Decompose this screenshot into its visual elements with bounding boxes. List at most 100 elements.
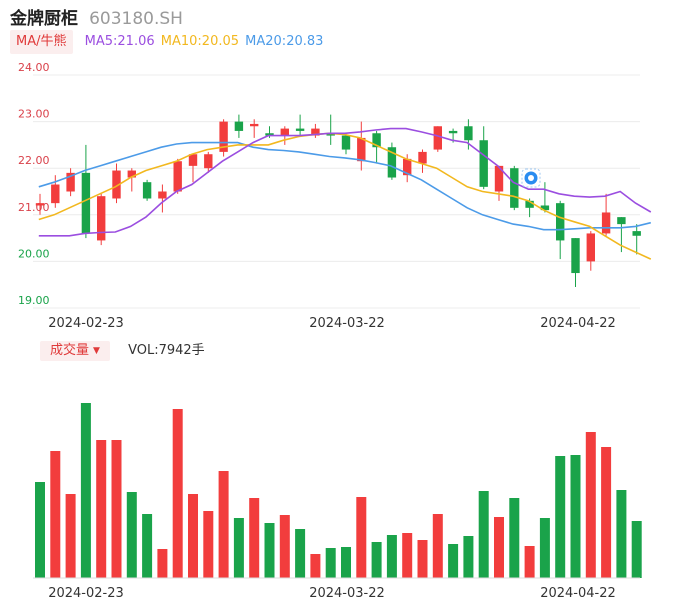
candle-body: [280, 128, 289, 136]
candle-body: [219, 121, 228, 152]
volume-bar: [448, 544, 459, 578]
candle-body: [204, 154, 213, 169]
ma5-label: MA5:21.06: [84, 34, 155, 49]
candle: [540, 182, 550, 213]
candle-body: [479, 140, 488, 187]
candle: [433, 126, 442, 152]
x-tick-label: 2024-03-22: [309, 316, 385, 331]
candle-body: [464, 126, 473, 141]
volume-bar: [601, 447, 612, 578]
ma5-line: [38, 127, 652, 237]
candle-body: [265, 133, 274, 136]
candle: [51, 175, 60, 208]
volume-bar: [417, 540, 428, 578]
candle: [418, 149, 427, 173]
candle-body: [341, 135, 351, 150]
candle-body: [357, 137, 366, 162]
y-tick-label: 19.00: [18, 294, 50, 307]
candle: [173, 158, 182, 194]
volume-bar: [555, 456, 566, 578]
volume-bar: [218, 471, 229, 578]
candle-body: [326, 133, 335, 136]
y-tick-label: 20.00: [18, 247, 50, 260]
stock-header: 金牌厨柜 603180.SH: [10, 4, 183, 29]
candle: [357, 121, 366, 171]
volume-bar: [386, 535, 397, 578]
candle: [601, 193, 611, 236]
candle-body: [112, 170, 121, 199]
candle: [142, 179, 152, 201]
candle-body: [632, 231, 641, 236]
candle-body: [494, 165, 504, 192]
volume-bar: [494, 517, 504, 578]
candle-body: [250, 123, 259, 127]
candle: [387, 142, 397, 180]
x-tick-label: 2024-04-22: [540, 586, 616, 601]
volume-bar: [356, 497, 367, 578]
candle: [372, 130, 381, 164]
marker-frame: [521, 168, 541, 188]
dropdown-caret-icon: ▼: [93, 346, 100, 356]
y-tick-label: 23.00: [18, 108, 50, 121]
volume-bar: [203, 511, 214, 578]
volume-bar: [264, 523, 275, 578]
candle: [494, 165, 504, 201]
stock-code: 603180.SH: [89, 9, 183, 29]
x-tick-label: 2024-02-23: [48, 586, 124, 601]
candle: [219, 119, 228, 157]
volume-bar: [631, 521, 642, 578]
candle-body: [571, 238, 580, 274]
volume-indicator-selector[interactable]: 成交量 ▼: [40, 341, 110, 361]
candle-body: [586, 233, 595, 262]
candle: [234, 114, 244, 138]
ma20-line: [38, 141, 651, 231]
volume-bar: [65, 494, 76, 578]
candle-body: [556, 203, 565, 241]
candle-body: [188, 154, 198, 166]
ma-indicator-selector[interactable]: MA/牛熊: [10, 30, 73, 54]
volume-bar: [616, 490, 627, 578]
signal-marker-icon[interactable]: [521, 168, 541, 188]
volume-bar: [249, 498, 260, 578]
volume-bar: [585, 432, 596, 578]
volume-bar: [310, 554, 321, 578]
volume-selector-label: 成交量: [50, 343, 90, 358]
volume-bars: [33, 403, 642, 579]
candle-body: [35, 203, 45, 206]
volume-bar: [371, 542, 382, 578]
volume-value: VOL:7942手: [128, 343, 205, 358]
candle: [571, 238, 580, 288]
y-tick-label: 21.00: [18, 201, 50, 214]
x-tick-label: 2024-04-22: [540, 316, 616, 331]
marker-center: [528, 175, 534, 181]
candle-body: [66, 172, 75, 192]
candlestick-series: [35, 114, 641, 288]
volume-bar: [463, 536, 474, 578]
ma10-label: MA10:20.05: [160, 34, 240, 49]
candle-body: [387, 147, 397, 178]
volume-legend: 成交量 ▼ VOL:7942手: [40, 341, 205, 363]
volume-bar: [157, 549, 168, 578]
ma10-line: [38, 132, 652, 260]
y-tick-label: 22.00: [18, 154, 50, 167]
volume-bar: [509, 498, 520, 578]
candle: [188, 154, 198, 183]
x-tick-label: 2024-03-22: [309, 586, 385, 601]
candle-body: [81, 172, 91, 234]
candle: [158, 184, 167, 213]
volume-bar: [341, 547, 351, 578]
candle-body: [173, 161, 182, 192]
candle-body: [295, 128, 305, 131]
candle: [311, 123, 320, 138]
candle: [112, 163, 121, 204]
price-grid: [33, 74, 640, 309]
x-tick-label: 2024-02-23: [48, 316, 124, 331]
candle-body: [433, 126, 442, 150]
candle-body: [158, 191, 167, 199]
candle-body: [372, 133, 381, 148]
volume-bar: [80, 403, 91, 578]
volume-bar: [539, 518, 550, 578]
price-y-axis: 24.00 23.00 22.00 21.00 20.00 19.00: [18, 61, 50, 307]
candle: [479, 126, 488, 190]
